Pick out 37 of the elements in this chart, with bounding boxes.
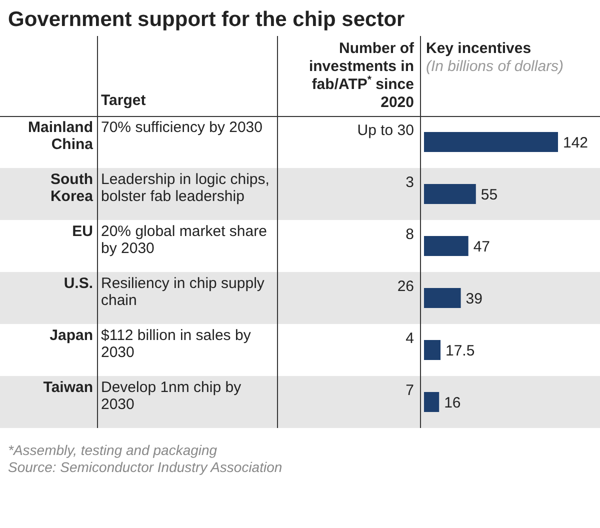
y-tick-label: Taiwan (42, 379, 93, 396)
text: Resiliency in chip supply chain (101, 275, 266, 309)
text: Target (101, 92, 146, 109)
bar (424, 184, 476, 204)
text: Leadership in logic chips, bolster fab leadership (101, 171, 270, 205)
text: 70% sufficiency by 2030 (101, 119, 264, 136)
y-tick-label: Japan (48, 327, 93, 344)
data-label: 47 (473, 238, 490, 256)
bar (424, 392, 440, 412)
y-tick-label: EU (71, 223, 93, 240)
data-label: 16 (444, 394, 461, 412)
y-tick-label: U.S. (62, 275, 93, 292)
data-label: 39 (466, 290, 482, 308)
text: Key incentives (426, 40, 532, 58)
text: Government support for the chip sector (8, 8, 405, 32)
text: 3 (404, 174, 414, 191)
text: Develop 1nm chip by 2030 (101, 379, 242, 413)
bar (424, 236, 468, 256)
text: 20% global market share by 2030 (101, 223, 268, 257)
bar (424, 288, 461, 308)
text: Up to 30 (356, 122, 414, 139)
data-label: 17.5 (446, 342, 475, 360)
source-note: Source: Semiconductor Industry Association (8, 459, 282, 476)
y-tick-label: South Korea (49, 171, 93, 205)
text: 7 (404, 382, 414, 399)
bar (424, 132, 558, 152)
bar (424, 340, 441, 360)
text: (In billions of dollars) (426, 58, 565, 76)
text: *Assembly, testing and packaging (8, 442, 218, 459)
data-label: 142 (563, 134, 588, 152)
text: 26 (396, 278, 414, 295)
y-tick-label: Mainland China (26, 119, 93, 153)
text: 8 (404, 226, 414, 243)
text: Number of investments in fab/ATP$^{*}$ since 2020 (308, 40, 414, 112)
text: $112 billion in sales by 2030 (101, 327, 252, 361)
data-label: 55 (480, 186, 498, 204)
text: 4 (404, 330, 414, 347)
